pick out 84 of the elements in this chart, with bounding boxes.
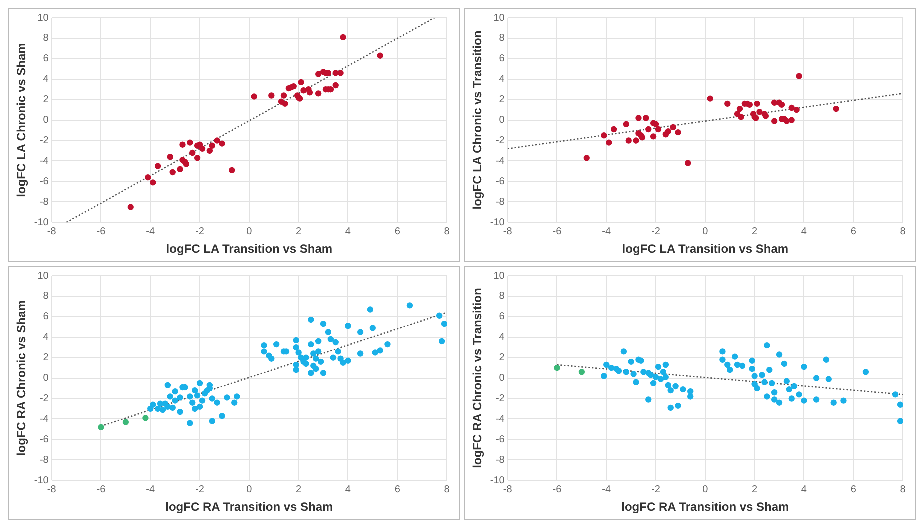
y-tick-label: -4: [40, 156, 50, 167]
y-tick-label: -2: [40, 136, 50, 147]
y-tick-label: -8: [496, 196, 506, 208]
x-tick-label: 6: [850, 484, 857, 496]
y-tick-label: -6: [40, 434, 50, 446]
x-axis-title: logFC RA Transition vs Sham: [166, 500, 334, 514]
y-tick-label: -8: [496, 454, 506, 466]
x-tick-label: -6: [552, 484, 562, 496]
y-tick-label: 4: [43, 74, 50, 86]
y-tick-label: 8: [43, 291, 50, 302]
y-tick-label: -10: [490, 475, 506, 486]
x-axis-title: logFC RA Transition vs Sham: [622, 500, 790, 514]
y-axis-title: logFC LA Chronic vs Transition: [470, 30, 485, 210]
y-tick-label: 10: [494, 270, 506, 282]
x-tick-label: -2: [196, 226, 205, 238]
x-tick-label: 4: [801, 226, 808, 238]
y-tick-label: -2: [40, 394, 50, 405]
y-tick-label: 2: [499, 94, 506, 106]
y-tick-label: 0: [499, 373, 506, 384]
x-tick-label: -2: [652, 226, 661, 238]
x-tick-label: 2: [296, 226, 302, 238]
y-tick-label: 6: [43, 54, 50, 65]
y-tick-label: 10: [38, 12, 50, 24]
y-tick-label: -8: [40, 454, 50, 466]
x-tick-label: -2: [196, 484, 205, 496]
y-tick-label: 0: [43, 373, 50, 384]
y-tick-label: -2: [496, 394, 506, 405]
y-tick-label: -2: [496, 136, 506, 147]
y-tick-label: 4: [499, 74, 506, 86]
x-tick-label: -4: [146, 484, 156, 496]
x-tick-label: 0: [246, 226, 253, 238]
x-tick-label: 8: [900, 484, 906, 496]
y-tick-label: 2: [43, 352, 50, 364]
x-tick-label: -4: [602, 484, 612, 496]
y-tick-label: 4: [43, 332, 50, 344]
y-tick-label: 0: [499, 115, 506, 126]
y-tick-label: -6: [40, 176, 50, 188]
y-axis-title: logFC RA Chronic vs Transition: [470, 288, 485, 468]
x-tick-label: 0: [702, 226, 709, 238]
x-tick-label: 6: [850, 226, 857, 238]
x-tick-label: 4: [801, 484, 808, 496]
y-tick-label: -4: [496, 156, 506, 167]
y-tick-label: 10: [38, 270, 50, 282]
x-tick-label: -4: [146, 226, 156, 238]
y-tick-label: 2: [43, 94, 50, 106]
y-tick-label: 8: [499, 33, 506, 44]
x-tick-label: -6: [96, 484, 106, 496]
x-tick-label: 4: [345, 226, 352, 238]
x-tick-label: 6: [394, 484, 401, 496]
x-tick-label: 0: [702, 484, 709, 496]
x-tick-label: 2: [296, 484, 302, 496]
x-axis-title: logFC LA Transition vs Sham: [622, 242, 789, 256]
y-tick-label: 8: [499, 291, 506, 302]
y-tick-label: -8: [40, 196, 50, 208]
y-tick-label: -10: [34, 475, 50, 486]
y-tick-label: 4: [499, 332, 506, 344]
x-tick-label: 2: [752, 484, 758, 496]
y-tick-label: 10: [494, 12, 506, 24]
y-axis-title: logFC RA Chronic vs Sham: [14, 300, 29, 456]
y-tick-label: 8: [43, 33, 50, 44]
x-tick-label: 0: [246, 484, 253, 496]
x-axis-title: logFC LA Transition vs Sham: [166, 242, 333, 256]
y-tick-label: -6: [496, 176, 506, 188]
y-axis-title: logFC LA Chronic vs Sham: [14, 43, 29, 198]
x-tick-label: 8: [444, 226, 450, 238]
x-tick-label: 8: [900, 226, 906, 238]
y-tick-label: -10: [490, 217, 506, 228]
y-tick-label: 0: [43, 115, 50, 126]
y-tick-label: 6: [499, 312, 506, 323]
y-tick-label: 6: [499, 54, 506, 65]
x-tick-label: 8: [444, 484, 450, 496]
x-tick-label: -6: [96, 226, 106, 238]
x-tick-label: 4: [345, 484, 352, 496]
x-tick-label: -6: [552, 226, 562, 238]
x-tick-label: 2: [752, 226, 758, 238]
x-tick-label: -4: [602, 226, 612, 238]
y-tick-label: -6: [496, 434, 506, 446]
y-tick-label: -4: [40, 414, 50, 425]
y-tick-label: 6: [43, 312, 50, 323]
y-tick-label: 2: [499, 352, 506, 364]
y-tick-label: -10: [34, 217, 50, 228]
x-tick-label: -2: [652, 484, 661, 496]
x-tick-label: 6: [394, 226, 401, 238]
y-tick-label: -4: [496, 414, 506, 425]
